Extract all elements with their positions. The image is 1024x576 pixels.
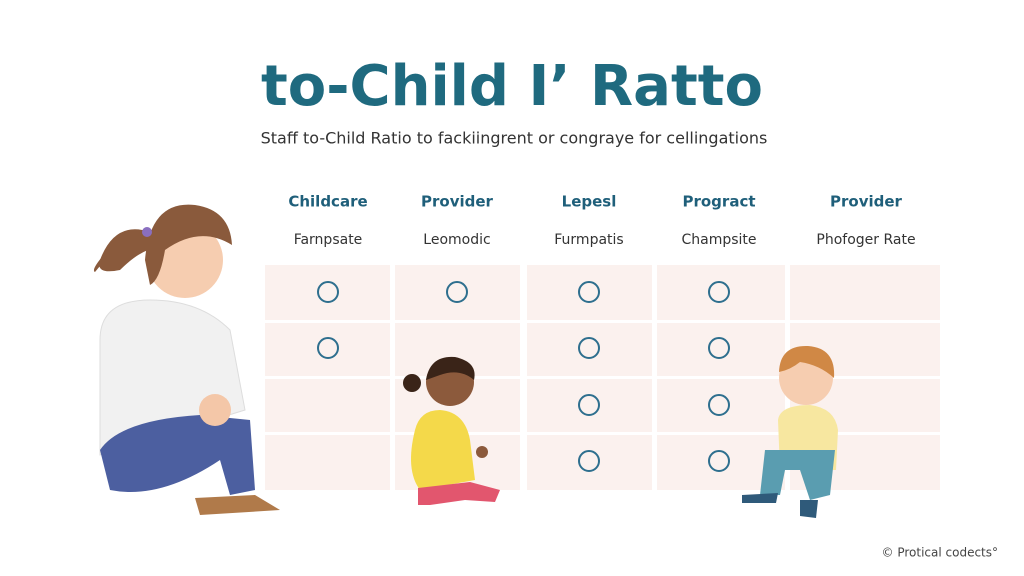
circle [578,394,600,416]
circle [578,281,600,303]
table-cell [527,379,652,432]
column-heading: Progract [682,193,755,211]
circle [708,337,730,359]
column-subheading: Leomodic [423,232,490,248]
table-cell [265,435,390,490]
table-cell [395,265,520,320]
boy-illustration [742,345,838,518]
credit: © Protical codects° [882,546,998,560]
circle [578,450,600,472]
column-subheading: Farnpsate [294,232,363,248]
circle [708,394,730,416]
column-subheading: Phofoger Rate [816,232,915,248]
subtitle: Staff to-Child Ratio to fackiingrent or … [261,129,768,148]
column-subheading: Furmpatis [554,232,623,248]
table-cell [527,265,652,320]
column-subheading: Champsite [681,232,756,248]
table-cell [657,265,785,320]
title: to-Child I’ Ratto [261,54,763,119]
circles [317,281,730,472]
circle [317,337,339,359]
circle [446,281,468,303]
circle [578,337,600,359]
table-cell [527,435,652,490]
woman-illustration [93,204,280,515]
table-cell [265,323,390,376]
column-heading: Provider [830,193,903,211]
circle [708,450,730,472]
column-heading: Provider [421,193,494,211]
column-heading: Childcare [288,193,367,211]
table-cell [790,265,940,320]
table-cell [265,265,390,320]
table-cell [657,379,785,432]
table-cell [265,379,390,432]
table-cell [527,323,652,376]
table: Childcare Farnpsate Provider Leomodic Lepesl… [265,193,940,490]
column-heading: Lepesl [562,193,617,211]
circle [708,281,730,303]
circle [317,281,339,303]
girl-illustration [403,356,500,505]
table-cell [657,323,785,376]
